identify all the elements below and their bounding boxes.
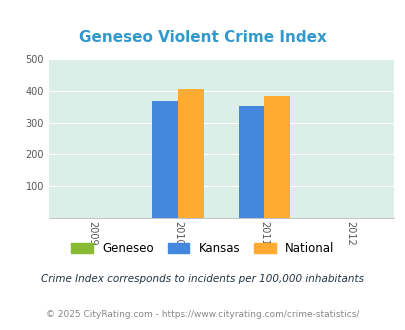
Bar — [178, 89, 203, 218]
Bar — [238, 106, 264, 218]
Legend: Geneseo, Kansas, National: Geneseo, Kansas, National — [71, 242, 334, 255]
Text: Geneseo Violent Crime Index: Geneseo Violent Crime Index — [79, 30, 326, 46]
Bar — [264, 96, 290, 218]
Text: © 2025 CityRating.com - https://www.cityrating.com/crime-statistics/: © 2025 CityRating.com - https://www.city… — [46, 310, 359, 319]
Text: Crime Index corresponds to incidents per 100,000 inhabitants: Crime Index corresponds to incidents per… — [41, 274, 364, 284]
Bar — [152, 101, 178, 218]
